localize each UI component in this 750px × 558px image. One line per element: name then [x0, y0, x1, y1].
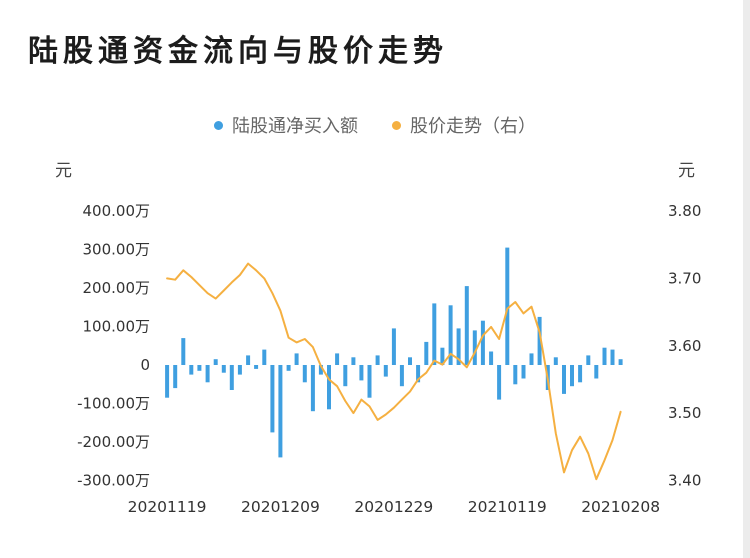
netbuy-bar — [610, 349, 615, 365]
x-axis-tick-label: 20201119 — [128, 498, 207, 516]
netbuy-legend-dot-icon — [214, 120, 223, 130]
x-axis-tick-label: 20210119 — [468, 498, 547, 516]
netbuy-bar — [480, 320, 485, 365]
netbuy-bar — [181, 338, 186, 365]
right-axis-unit: 元 — [678, 161, 695, 181]
left-axis-tick-label: -100.00万 — [77, 395, 150, 413]
left-axis-tick-label: -300.00万 — [77, 472, 150, 490]
netbuy-bar — [586, 355, 591, 365]
netbuy-bar — [262, 349, 267, 365]
netbuy-bar — [335, 353, 340, 365]
netbuy-bar — [505, 247, 510, 365]
netbuy-bar — [359, 365, 364, 381]
netbuy-bar — [562, 365, 566, 394]
netbuy-bar — [310, 365, 315, 412]
netbuy-bar — [464, 286, 469, 365]
left-axis-unit: 元 — [55, 161, 72, 181]
netbuy-bar — [254, 365, 259, 369]
netbuy-bar — [553, 357, 558, 365]
netbuy-bar — [327, 365, 331, 410]
netbuy-bar — [618, 359, 623, 365]
netbuy-bar — [375, 355, 380, 365]
right-axis-tick-label: 3.70 — [668, 269, 701, 287]
netbuy-bar — [383, 365, 388, 377]
netbuy-bar — [408, 357, 412, 365]
netbuy-bar — [448, 305, 453, 365]
netbuy-bar — [432, 303, 437, 365]
netbuy-bar — [278, 365, 283, 458]
legend-item-price[interactable]: 股价走势（右） — [392, 112, 536, 138]
netbuy-bar — [318, 365, 323, 375]
left-axis-tick-label: 200.00万 — [83, 279, 151, 297]
netbuy-bar — [391, 328, 396, 365]
left-axis-tick-label: 0 — [140, 356, 150, 374]
netbuy-bar — [197, 365, 202, 371]
x-axis-tick-label: 20201209 — [241, 498, 320, 516]
netbuy-bar — [294, 353, 299, 365]
right-axis-tick-label: 3.50 — [668, 404, 701, 422]
netbuy-bar — [456, 328, 461, 365]
netbuy-bar — [440, 347, 445, 365]
netbuy-bar — [173, 365, 178, 389]
price-legend-dot-icon — [392, 120, 401, 130]
netbuy-bar — [286, 365, 291, 371]
netbuy-bar — [189, 365, 194, 375]
netbuy-bar — [221, 365, 226, 373]
netbuy-bar — [472, 330, 477, 365]
right-axis-tick-label: 3.40 — [668, 472, 701, 490]
netbuy-bar — [270, 365, 275, 433]
left-axis-tick-label: -200.00万 — [77, 433, 150, 451]
netbuy-bar — [343, 365, 348, 387]
netbuy-bar — [302, 365, 307, 383]
right-axis-tick-label: 3.80 — [668, 202, 701, 220]
window-edge — [743, 0, 750, 558]
netbuy-bar — [497, 365, 502, 400]
left-axis-tick-label: 400.00万 — [83, 202, 151, 220]
netbuy-bar — [351, 357, 356, 365]
netbuy-bar — [229, 365, 234, 390]
price-line — [166, 262, 622, 481]
netbuy-bar — [205, 365, 210, 383]
page-title: 陆股通资金流向与股价走势 — [28, 34, 448, 69]
netbuy-bar — [537, 316, 542, 365]
netbuy-bar — [416, 365, 421, 383]
netbuy-bar — [237, 365, 242, 375]
price-legend-label: 股价走势（右） — [410, 116, 536, 137]
right-axis-tick-label: 3.60 — [668, 337, 701, 355]
netbuy-bar — [489, 351, 494, 365]
chart-legend: 陆股通净买入额 股价走势（右） — [0, 112, 750, 138]
netbuy-bar — [165, 365, 170, 398]
netbuy-bar — [521, 365, 526, 379]
netbuy-bar — [399, 365, 404, 387]
x-axis-tick-label: 20210208 — [581, 498, 660, 516]
legend-item-netbuy[interactable]: 陆股通净买入额 — [214, 112, 358, 138]
left-axis-tick-label: 300.00万 — [83, 241, 151, 259]
netbuy-bar — [513, 365, 518, 385]
netbuy-bar — [367, 365, 372, 398]
netbuy-bar — [570, 365, 574, 387]
left-axis-tick-label: 100.00万 — [83, 318, 151, 336]
netbuy-bar — [213, 359, 218, 365]
netbuy-bar — [529, 353, 534, 365]
netbuy-bar — [578, 365, 583, 383]
netbuy-legend-label: 陆股通净买入额 — [232, 116, 358, 137]
netbuy-bar — [424, 341, 429, 365]
netbuy-bar — [594, 365, 599, 379]
x-axis-tick-label: 20201229 — [354, 498, 433, 516]
netbuy-bar — [602, 347, 607, 365]
netbuy-bar — [246, 355, 251, 365]
